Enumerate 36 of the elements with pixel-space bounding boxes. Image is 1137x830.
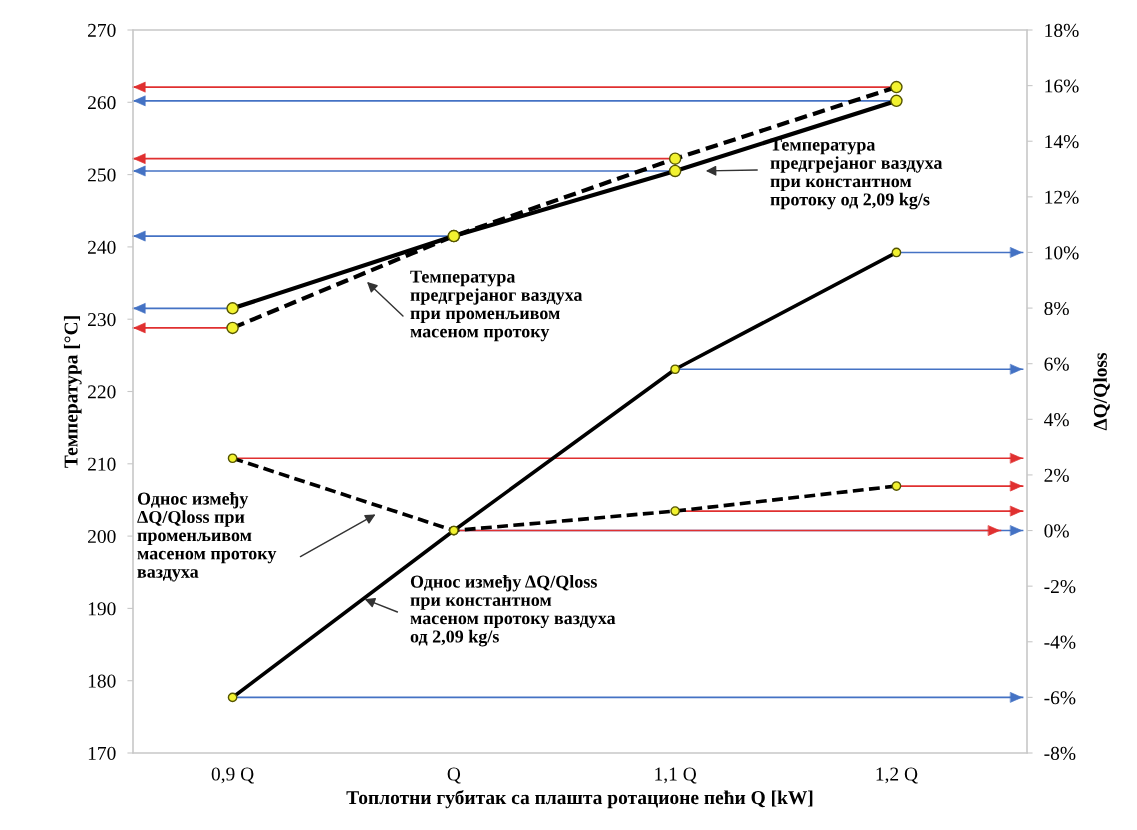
y2-tick-label: -4% — [1044, 635, 1076, 649]
x-axis-title: Топлотни губитак са плашта ротационе пећи Q [kW] — [346, 790, 813, 809]
y-tick-label: 210 — [88, 457, 116, 471]
x-tick-label: 1,1 Q — [655, 767, 697, 784]
y2-axis-title: ΔQ/Qloss — [1093, 352, 1110, 431]
y2-tick-label: 12% — [1045, 190, 1079, 204]
y2-tick-label: 6% — [1044, 357, 1069, 371]
y-tick-label: 240 — [88, 240, 116, 254]
x-tick-label: 0,9 Q — [211, 767, 254, 784]
y-tick-label: 200 — [88, 529, 116, 544]
y2-tick-label: 10% — [1045, 246, 1079, 260]
y2-tick-label: 18% — [1045, 23, 1079, 37]
annotation: Однос између ΔQ/Qloss при константном масеном протоку ваздуха од 2,09 kg/s — [410, 575, 616, 647]
x-tick-label: Q — [447, 767, 461, 784]
y-tick-label: 270 — [88, 23, 116, 37]
y-tick-label: 260 — [88, 96, 116, 110]
y-tick-label: 190 — [88, 602, 116, 616]
x-tick-label: 1,2 Q — [876, 767, 918, 784]
y2-tick-label: -6% — [1044, 691, 1076, 705]
y-tick-label: 180 — [88, 674, 116, 688]
y2-tick-label: -8% — [1044, 746, 1076, 760]
y-axis-title: Температура [°C] — [63, 316, 82, 468]
y2-tick-label: 0% — [1044, 524, 1069, 538]
y-tick-label: 250 — [88, 168, 116, 182]
annotation: Температура предгрејаног ваздуха при променљивом масеном протоку — [410, 270, 583, 342]
y2-tick-label: 2% — [1044, 468, 1069, 482]
y2-tick-label: 8% — [1044, 301, 1069, 316]
y2-tick-label: 4% — [1044, 413, 1069, 427]
y-tick-label: 220 — [88, 385, 116, 399]
y-tick-label: 170 — [88, 746, 116, 760]
y2-tick-label: 14% — [1045, 135, 1079, 149]
annotation: Температура предгрејаног ваздуха при константном протоку од 2,09 kg/s — [770, 138, 943, 210]
y-tick-label: 230 — [88, 313, 116, 327]
annotation: Однос између ΔQ/Qloss при променљивом масеном протоку ваздуха — [137, 492, 277, 582]
y2-tick-label: -2% — [1044, 579, 1076, 594]
y2-tick-label: 16% — [1045, 79, 1079, 93]
